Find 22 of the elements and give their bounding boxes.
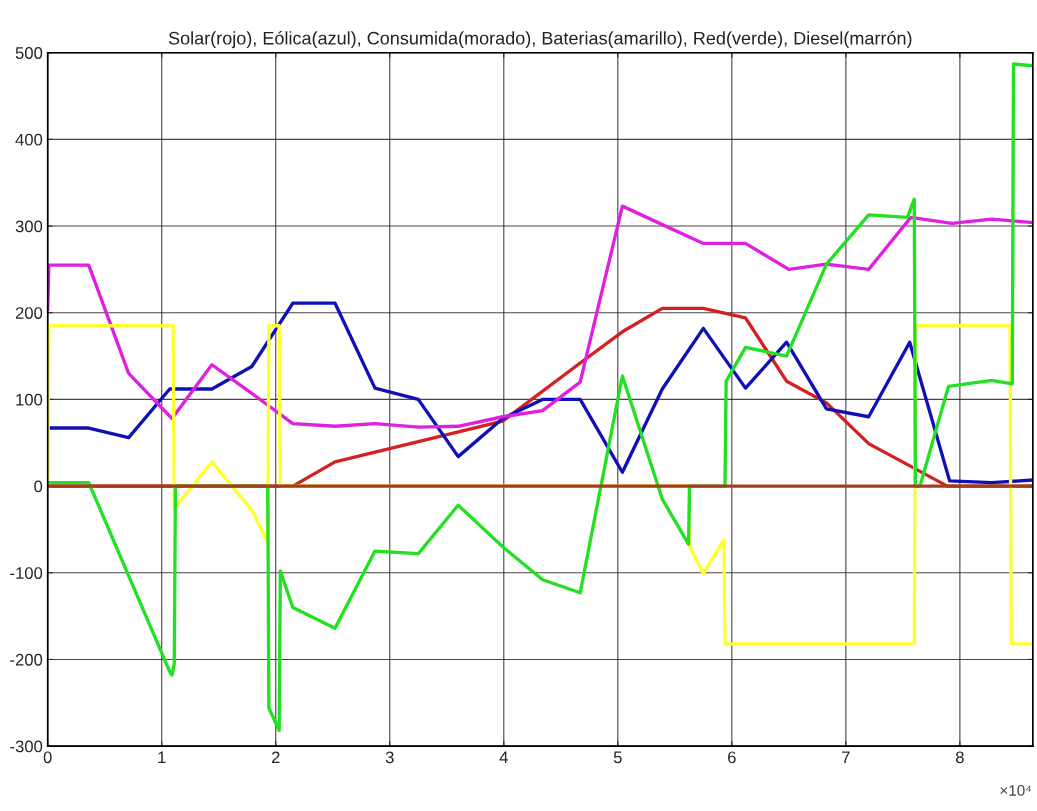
x-tick-label: 1 bbox=[158, 751, 166, 764]
y-tick-label: 500 bbox=[15, 47, 43, 59]
x-tick-label: 8 bbox=[955, 751, 964, 764]
line-series bbox=[47, 62, 1033, 733]
x-tick-label: 7 bbox=[842, 751, 850, 764]
y-tick-label: 100 bbox=[16, 393, 43, 406]
x-tick-label: 2 bbox=[271, 751, 280, 764]
chart-title: Solar(rojo), Eólica(azul), Consumida(morado), Baterias(amarillo), Red(verde), Diesel(marrón) bbox=[168, 31, 912, 49]
x-tick-label: 6 bbox=[728, 751, 736, 764]
line-series bbox=[47, 204, 1033, 429]
x-tick-label: 0 bbox=[43, 751, 52, 764]
x-tick-label: 4 bbox=[499, 751, 508, 764]
y-tick-label: 400 bbox=[15, 133, 43, 146]
y-tick-label: -100 bbox=[10, 567, 43, 579]
y-tick-label: -300 bbox=[10, 740, 43, 753]
y-tick-label: 200 bbox=[15, 307, 43, 319]
y-tick-label: 0 bbox=[34, 480, 43, 493]
y-tick-label: -200 bbox=[10, 653, 43, 666]
x-tick-label: 5 bbox=[613, 751, 622, 764]
x-tick-label: 3 bbox=[385, 751, 394, 764]
y-tick-label: 300 bbox=[15, 220, 43, 233]
text: ×10⁴ bbox=[1000, 785, 1032, 796]
